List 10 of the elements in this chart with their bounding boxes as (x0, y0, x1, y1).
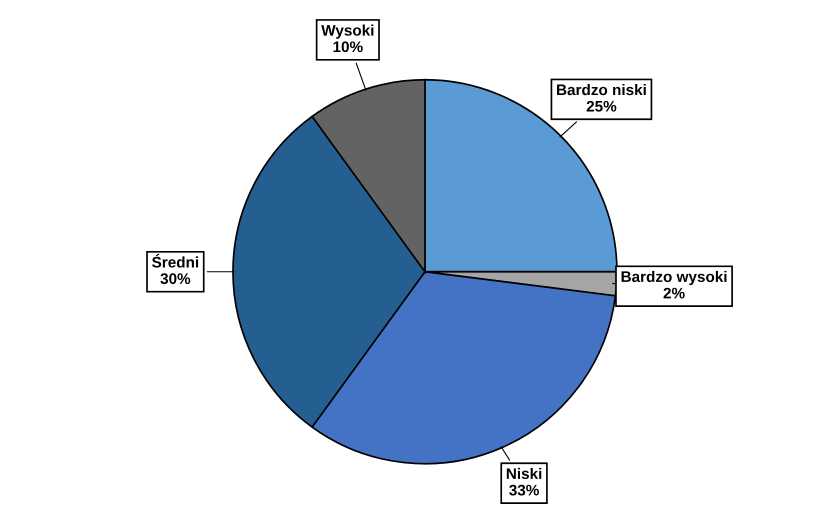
data-label: 33% (509, 484, 539, 496)
slice-label: Niski (506, 468, 542, 480)
data-label: 30% (160, 273, 190, 284)
slice-label: Średni (152, 254, 198, 268)
slice-label: Wysoki (321, 24, 374, 39)
data-label: 2% (664, 288, 685, 299)
data-label: 10% (334, 41, 363, 52)
data-label: 25% (586, 100, 616, 112)
slice-label: Bardzo wysoki (622, 270, 726, 286)
slice-label: Bardzo niski (557, 84, 646, 96)
